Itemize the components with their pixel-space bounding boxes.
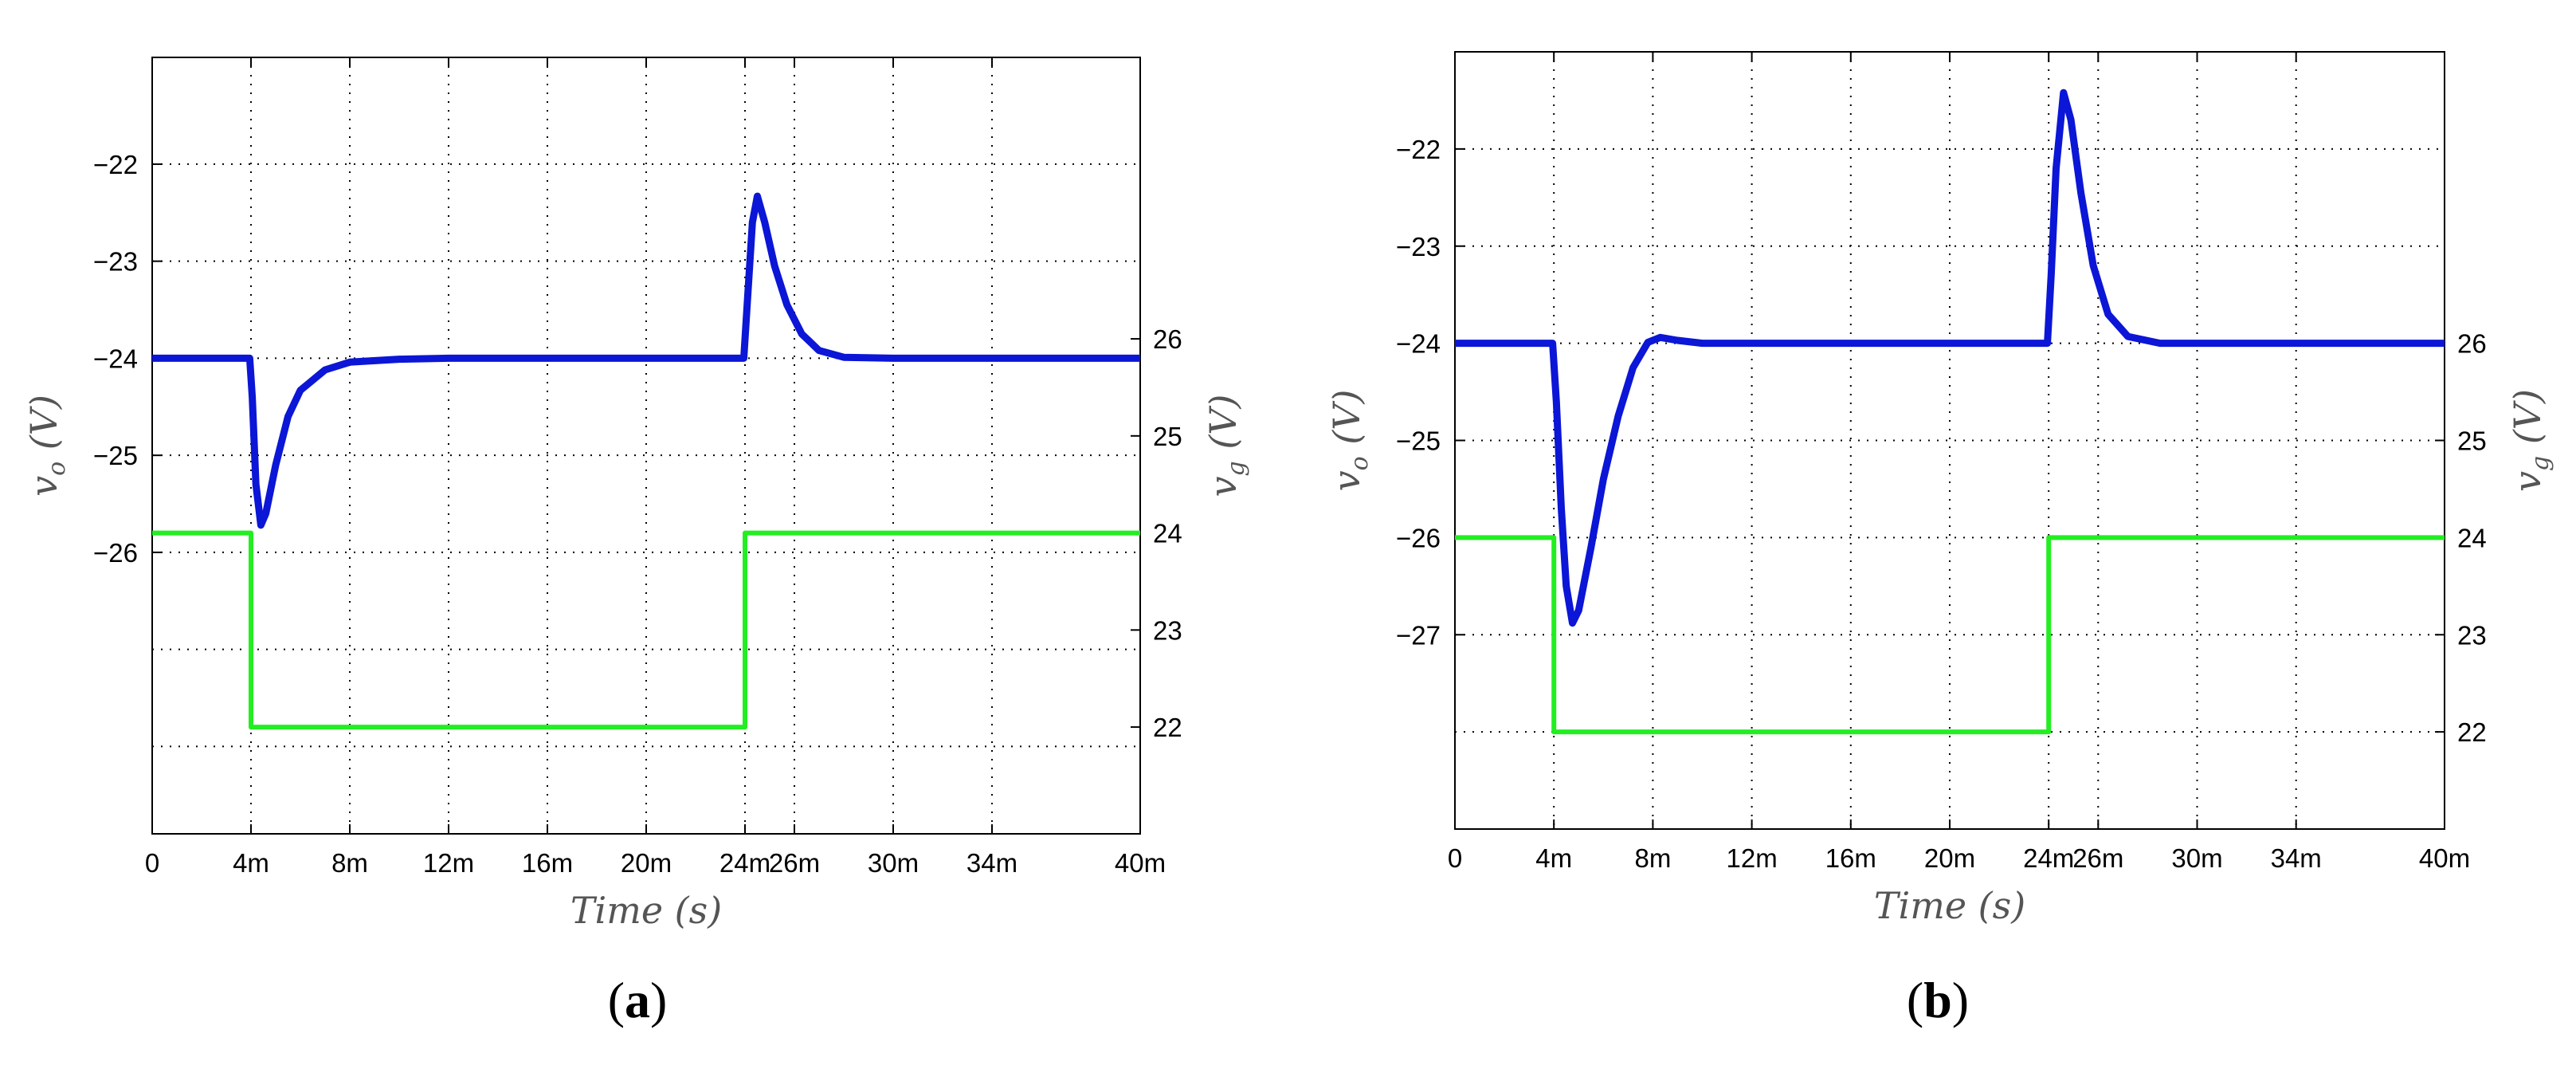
panel-label-b: (b) [1907,972,1969,1028]
series-vo-line [1455,88,2445,627]
plot-frame [151,57,1141,835]
x-tick-label: 16m [522,848,573,878]
x-tick-label: 26m [2072,843,2123,873]
y-left-tick-label: −23 [1396,232,1441,261]
y-right-tick-label: 26 [2457,329,2487,359]
x-tick-label: 4m [1535,843,1572,873]
panel-label-a: (a) [608,972,668,1028]
series-vg-line [152,530,1140,730]
y-right-tick-label: 23 [1153,615,1182,645]
y-right-axis-label: vg (V) [1202,395,1250,497]
x-tick-label: 34m [966,848,1017,878]
y-left-tick-label: −22 [1396,135,1441,164]
x-tick-label: 16m [1825,843,1876,873]
x-axis-label: Time (s) [570,889,722,932]
y-right-tick-label: 26 [1153,324,1182,354]
y-left-tick-label: −27 [1396,620,1441,650]
x-tick-label: 30m [2171,843,2222,873]
y-left-tick-label: −23 [93,247,138,277]
x-tick-label: 0 [145,848,159,878]
x-tick-label: 8m [331,848,368,878]
y-left-axis-label: vo (V) [22,395,71,497]
y-right-tick-label: 22 [2457,717,2487,747]
x-tick-label: 26m [769,848,820,878]
x-tick-label: 20m [1924,843,1975,873]
y-left-tick-label: −25 [1396,426,1441,456]
y-right-tick-label: 24 [2457,523,2487,552]
x-tick-label: 34m [2271,843,2322,873]
y-right-tick-label: 22 [1153,713,1182,742]
y-left-axis-label: vo (V) [1325,390,1374,492]
y-right-tick-label: 25 [2457,426,2487,456]
x-tick-label: 24m [719,848,770,878]
y-right-tick-label: 25 [1153,422,1182,451]
x-tick-label: 20m [621,848,672,878]
series-vo-line [152,192,1140,529]
x-tick-label: 40m [2419,843,2470,873]
x-tick-label: 12m [423,848,474,878]
x-tick-label: 12m [1726,843,1777,873]
x-tick-label: 40m [1115,848,1166,878]
x-tick-label: 0 [1448,843,1462,873]
x-axis-label: Time (s) [1874,884,2025,927]
y-right-tick-label: 24 [1153,519,1182,548]
y-left-tick-label: −24 [93,344,138,373]
y-left-tick-label: −24 [1396,329,1441,359]
y-right-axis-label: vg (V) [2506,389,2554,492]
x-tick-label: 8m [1634,843,1671,873]
y-left-tick-label: −26 [1396,523,1441,552]
x-tick-label: 30m [868,848,919,878]
y-right-tick-label: 23 [2457,620,2487,650]
y-left-tick-label: −26 [93,538,138,568]
x-tick-label: 24m [2023,843,2074,873]
plot-frame [1454,51,2445,830]
x-tick-label: 4m [233,848,269,878]
y-left-tick-label: −22 [93,150,138,179]
series-vg-line [1455,535,2445,735]
y-left-tick-label: −25 [93,441,138,470]
